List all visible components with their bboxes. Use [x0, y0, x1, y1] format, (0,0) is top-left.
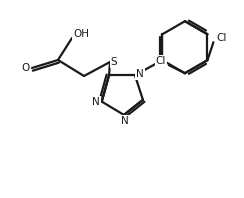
Text: O: O	[21, 63, 29, 73]
Text: N: N	[92, 97, 100, 107]
Text: N: N	[136, 69, 144, 79]
Text: S: S	[111, 57, 117, 67]
Text: Cl: Cl	[156, 56, 166, 66]
Text: OH: OH	[73, 29, 89, 39]
Text: Cl: Cl	[216, 33, 227, 43]
Text: N: N	[121, 116, 129, 126]
